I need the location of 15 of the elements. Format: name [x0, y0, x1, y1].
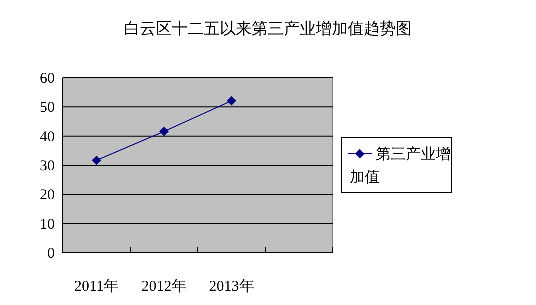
x-tick-label: 2012年 — [142, 278, 187, 295]
legend-label: 第三产业增加值 — [350, 146, 451, 186]
y-tick-label: 60 — [40, 71, 55, 87]
y-tick-label: 50 — [40, 100, 55, 116]
point — [92, 156, 102, 166]
y-tick-label: 10 — [40, 216, 55, 233]
point — [160, 127, 169, 136]
chart-title: 白云区十二五以来第三产业增加值趋势图 — [124, 20, 412, 38]
y-tick-label: 30 — [40, 158, 55, 174]
x-tick-label: 2013年 — [209, 278, 254, 295]
y-tick-label: 0 — [48, 246, 55, 262]
point — [227, 96, 236, 106]
x-tick-label: 2011年 — [74, 278, 119, 295]
y-tick-label: 20 — [40, 188, 55, 204]
y-tick-label: 40 — [40, 129, 55, 146]
